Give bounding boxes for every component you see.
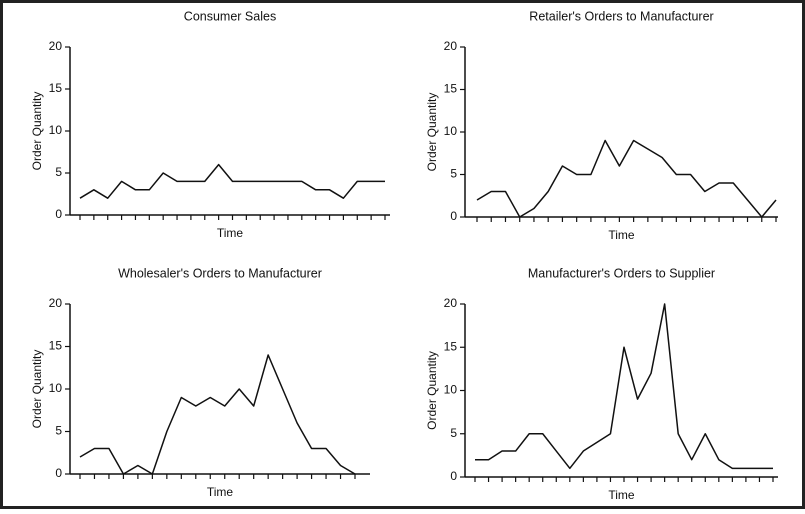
y-tick-label: 10 <box>49 381 63 395</box>
y-tick-label: 0 <box>450 469 457 483</box>
y-tick-label: 10 <box>444 383 458 397</box>
y-axis-label: Order Quantity <box>425 351 439 430</box>
y-tick-label: 15 <box>444 82 458 96</box>
y-tick-label: 0 <box>450 209 457 223</box>
chart-title: Wholesaler's Orders to Manufacturer <box>118 266 322 280</box>
y-tick-label: 20 <box>49 39 63 53</box>
y-tick-label: 15 <box>49 339 63 353</box>
y-tick-label: 5 <box>450 426 457 440</box>
y-tick-label: 10 <box>444 124 458 138</box>
data-line <box>79 163 385 199</box>
y-tick-label: 10 <box>49 123 63 137</box>
x-axis-label: Time <box>217 226 244 240</box>
y-axis-label: Order Quantity <box>425 93 439 172</box>
x-axis-label: Time <box>608 228 635 242</box>
y-tick-label: 20 <box>444 296 458 310</box>
y-tick-label: 5 <box>450 167 457 181</box>
y-tick-label: 5 <box>55 165 62 179</box>
chart-title: Consumer Sales <box>184 9 276 23</box>
y-tick-label: 20 <box>444 39 458 53</box>
data-line <box>79 354 356 475</box>
chart-title: Retailer's Orders to Manufacturer <box>529 9 713 23</box>
y-tick-label: 0 <box>55 207 62 221</box>
data-line <box>475 303 773 470</box>
y-tick-label: 15 <box>444 339 458 353</box>
y-tick-label: 0 <box>55 466 62 480</box>
y-tick-label: 20 <box>49 296 63 310</box>
y-tick-label: 5 <box>55 424 62 438</box>
y-tick-label: 15 <box>49 81 63 95</box>
x-axis-label: Time <box>207 485 234 499</box>
y-axis-label: Order Quantity <box>30 92 44 171</box>
y-axis-label: Order Quantity <box>30 350 44 429</box>
data-line <box>476 139 777 218</box>
chart-title: Manufacturer's Orders to Supplier <box>528 266 715 280</box>
x-axis-label: Time <box>608 488 635 502</box>
